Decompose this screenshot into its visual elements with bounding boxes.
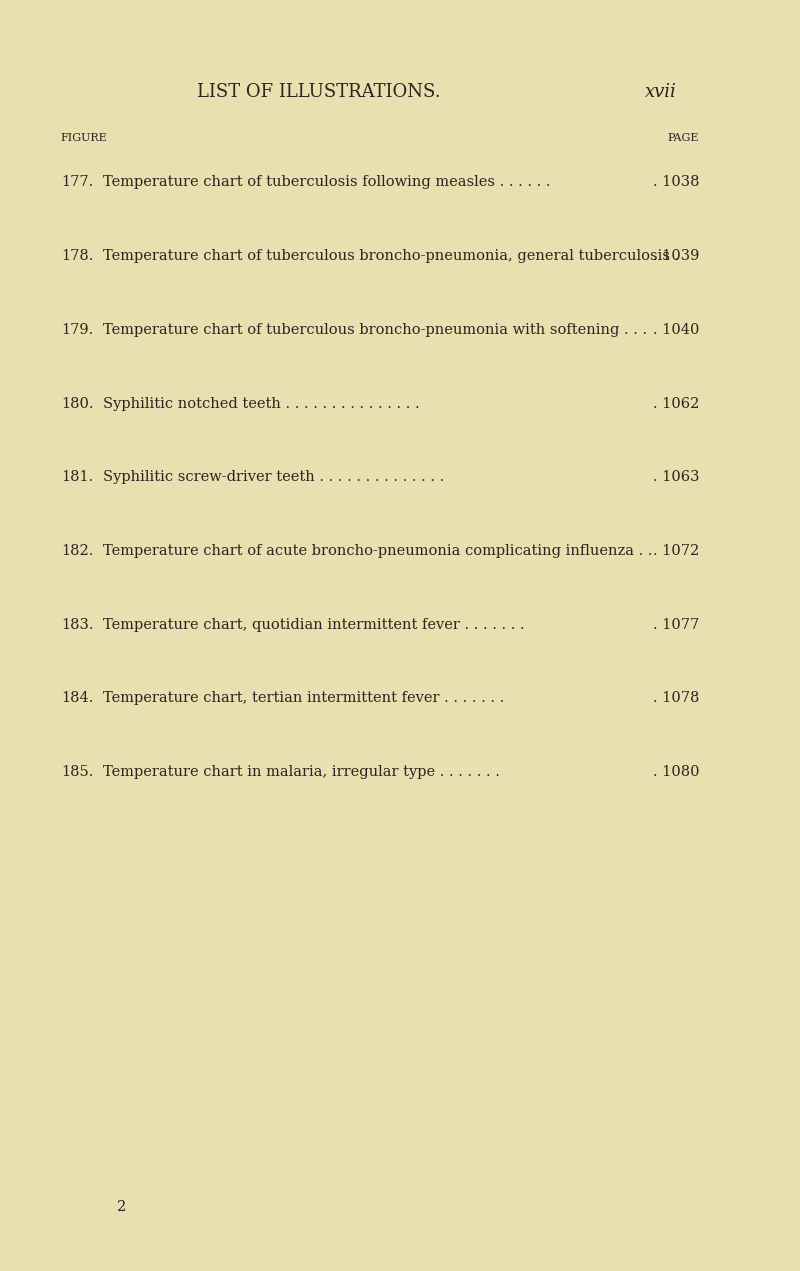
- Text: . 1063: . 1063: [653, 470, 699, 484]
- Text: 185.: 185.: [61, 765, 93, 779]
- Text: Temperature chart of acute broncho-pneumonia complicating influenza . .: Temperature chart of acute broncho-pneum…: [102, 544, 652, 558]
- Text: PAGE: PAGE: [668, 133, 699, 144]
- Text: . 1039: . 1039: [653, 249, 699, 263]
- Text: 179.: 179.: [61, 323, 93, 337]
- Text: FIGURE: FIGURE: [61, 133, 107, 144]
- Text: Temperature chart, tertian intermittent fever . . . . . . .: Temperature chart, tertian intermittent …: [102, 691, 504, 705]
- Text: Syphilitic notched teeth . . . . . . . . . . . . . . .: Syphilitic notched teeth . . . . . . . .…: [102, 397, 419, 411]
- Text: 184.: 184.: [61, 691, 93, 705]
- Text: . 1040: . 1040: [653, 323, 699, 337]
- Text: 177.: 177.: [61, 175, 93, 189]
- Text: xvii: xvii: [646, 83, 677, 100]
- Text: . 1072: . 1072: [653, 544, 699, 558]
- Text: . 1078: . 1078: [653, 691, 699, 705]
- Text: . 1080: . 1080: [653, 765, 699, 779]
- Text: 182.: 182.: [61, 544, 93, 558]
- Text: Syphilitic screw-driver teeth . . . . . . . . . . . . . .: Syphilitic screw-driver teeth . . . . . …: [102, 470, 444, 484]
- Text: 183.: 183.: [61, 618, 94, 632]
- Text: 180.: 180.: [61, 397, 94, 411]
- Text: 181.: 181.: [61, 470, 93, 484]
- Text: Temperature chart of tuberculous broncho-pneumonia, general tuberculosis .: Temperature chart of tuberculous broncho…: [102, 249, 679, 263]
- Text: Temperature chart of tuberculosis following measles . . . . . .: Temperature chart of tuberculosis follow…: [102, 175, 550, 189]
- Text: Temperature chart in malaria, irregular type . . . . . . .: Temperature chart in malaria, irregular …: [102, 765, 499, 779]
- Text: . 1038: . 1038: [653, 175, 699, 189]
- Text: Temperature chart, quotidian intermittent fever . . . . . . .: Temperature chart, quotidian intermitten…: [102, 618, 524, 632]
- Text: 2: 2: [117, 1200, 126, 1214]
- Text: 178.: 178.: [61, 249, 93, 263]
- Text: LIST OF ILLUSTRATIONS.: LIST OF ILLUSTRATIONS.: [198, 83, 441, 100]
- Text: . 1062: . 1062: [653, 397, 699, 411]
- Text: . 1077: . 1077: [653, 618, 699, 632]
- Text: Temperature chart of tuberculous broncho-pneumonia with softening . . .: Temperature chart of tuberculous broncho…: [102, 323, 646, 337]
